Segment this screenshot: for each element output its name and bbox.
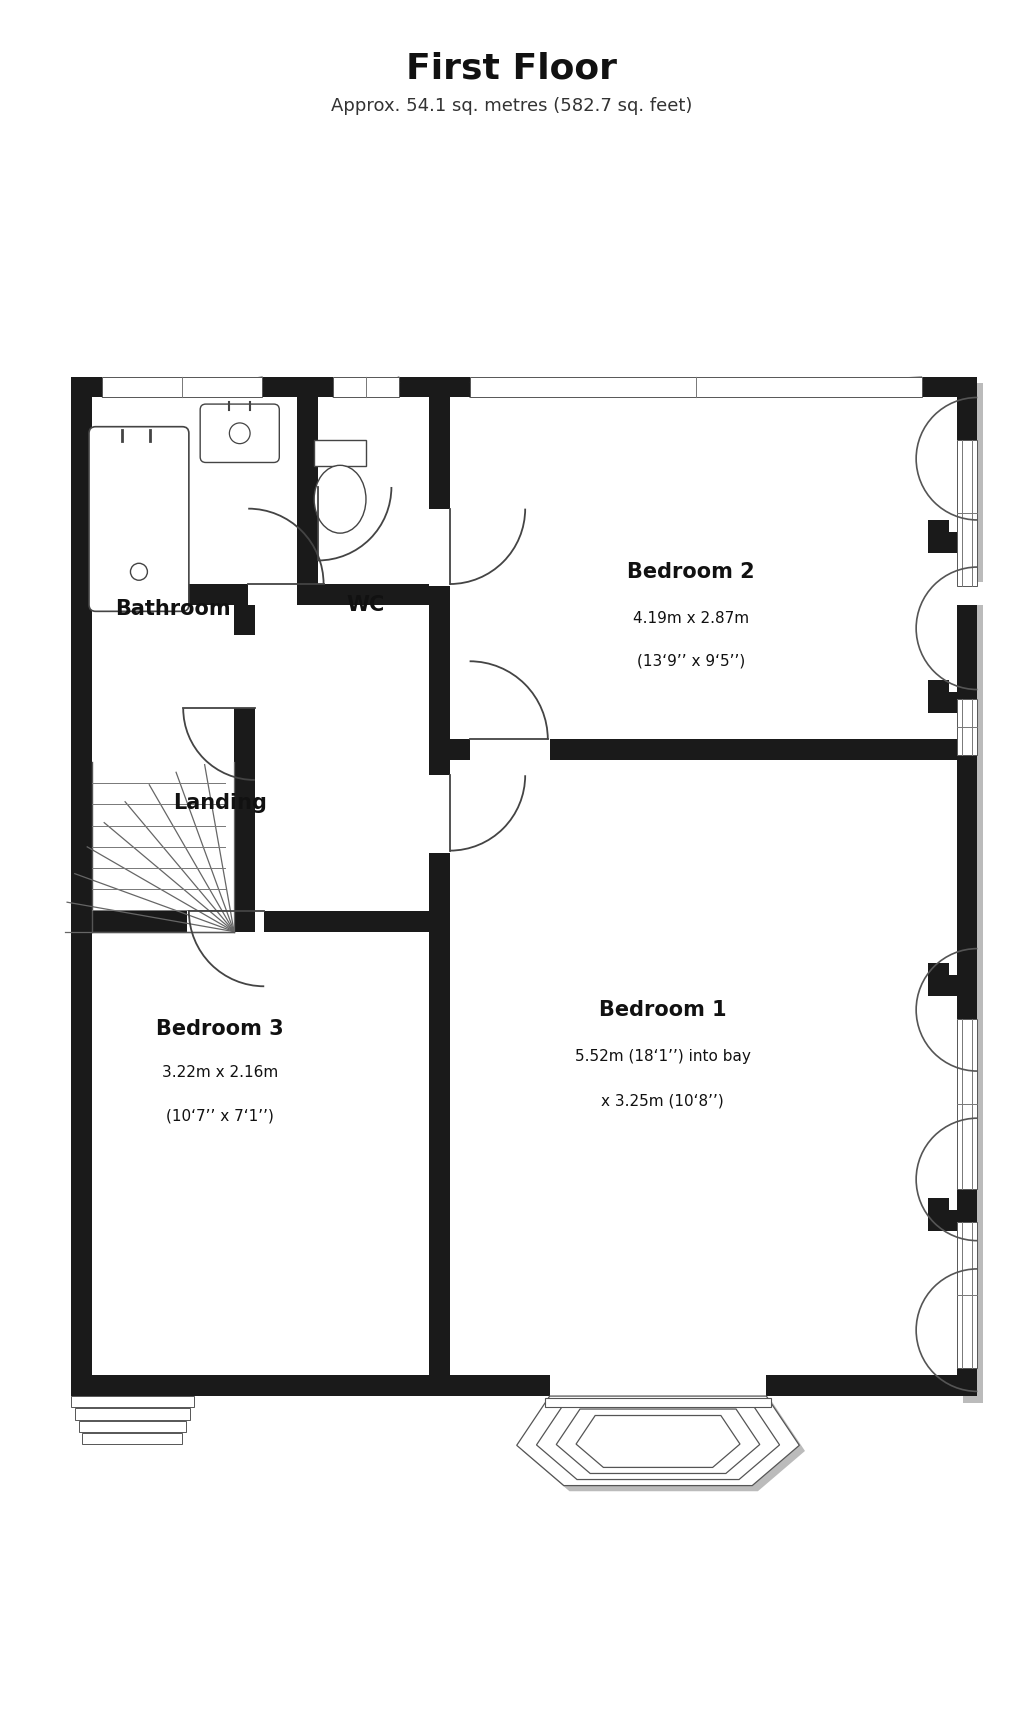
Polygon shape [517, 1396, 800, 1485]
Text: (10‘7’’ x 7‘1’’): (10‘7’’ x 7‘1’’) [166, 1109, 273, 1125]
Text: Bedroom 2: Bedroom 2 [627, 562, 755, 581]
Bar [297, 584, 326, 605]
Bar [929, 692, 956, 713]
Bar [71, 1376, 450, 1396]
Text: First Floor: First Floor [407, 51, 617, 85]
Bar [929, 1198, 949, 1230]
Text: WC: WC [347, 595, 385, 615]
Bar [314, 439, 366, 467]
Text: Approx. 54.1 sq. metres (582.7 sq. feet): Approx. 54.1 sq. metres (582.7 sq. feet) [332, 97, 692, 115]
Bar [929, 531, 956, 554]
Bar [766, 1376, 977, 1396]
Bar [956, 699, 977, 755]
FancyBboxPatch shape [89, 427, 188, 612]
Bar [71, 1396, 194, 1408]
FancyBboxPatch shape [200, 403, 280, 463]
Bar [956, 376, 977, 1396]
Bar [429, 509, 452, 586]
Bar [956, 439, 978, 586]
Bar [333, 376, 399, 398]
Bar [929, 680, 949, 713]
Bar [956, 699, 978, 755]
Bar [75, 1408, 189, 1420]
Bar [956, 1222, 978, 1367]
Bar [929, 520, 949, 554]
Bar [79, 1420, 186, 1432]
Bar [71, 376, 956, 398]
Bar [450, 740, 470, 761]
Bar [956, 1019, 977, 1189]
Text: 3.22m x 2.16m: 3.22m x 2.16m [162, 1065, 279, 1080]
Text: Landing: Landing [173, 793, 267, 812]
Bar [964, 383, 984, 1403]
Bar [102, 376, 262, 398]
Bar [470, 376, 922, 398]
Bar [929, 974, 956, 996]
Bar [429, 376, 450, 1396]
Text: Bedroom 3: Bedroom 3 [156, 1019, 284, 1039]
Bar [71, 584, 248, 605]
Bar [429, 1376, 550, 1396]
Bar [234, 605, 255, 931]
Bar [956, 1222, 977, 1367]
Bar [956, 1019, 978, 1189]
Bar [234, 634, 257, 708]
Bar [929, 962, 949, 996]
Text: Bedroom 1: Bedroom 1 [599, 1000, 727, 1020]
Bar [545, 1398, 771, 1408]
Bar [82, 1432, 182, 1444]
Bar [945, 583, 1021, 605]
Bar [429, 776, 452, 853]
Bar [550, 740, 956, 761]
Bar [92, 911, 187, 931]
Bar [470, 376, 922, 398]
Bar [297, 398, 317, 605]
Polygon shape [522, 1401, 805, 1492]
Text: x 3.25m (10‘8’’): x 3.25m (10‘8’’) [601, 1094, 724, 1109]
Text: (13‘9’’ x 9‘5’’): (13‘9’’ x 9‘5’’) [637, 655, 745, 668]
Text: Bathroom: Bathroom [115, 600, 230, 619]
Bar [264, 911, 429, 931]
Text: 5.52m (18‘1’’) into bay: 5.52m (18‘1’’) into bay [574, 1049, 751, 1065]
Bar [333, 376, 399, 398]
Bar [71, 376, 92, 1396]
Bar [956, 439, 977, 586]
Ellipse shape [314, 465, 366, 533]
Bar [929, 1210, 956, 1230]
Bar [317, 584, 429, 605]
Text: 4.19m x 2.87m: 4.19m x 2.87m [633, 612, 750, 627]
Bar [102, 376, 262, 398]
